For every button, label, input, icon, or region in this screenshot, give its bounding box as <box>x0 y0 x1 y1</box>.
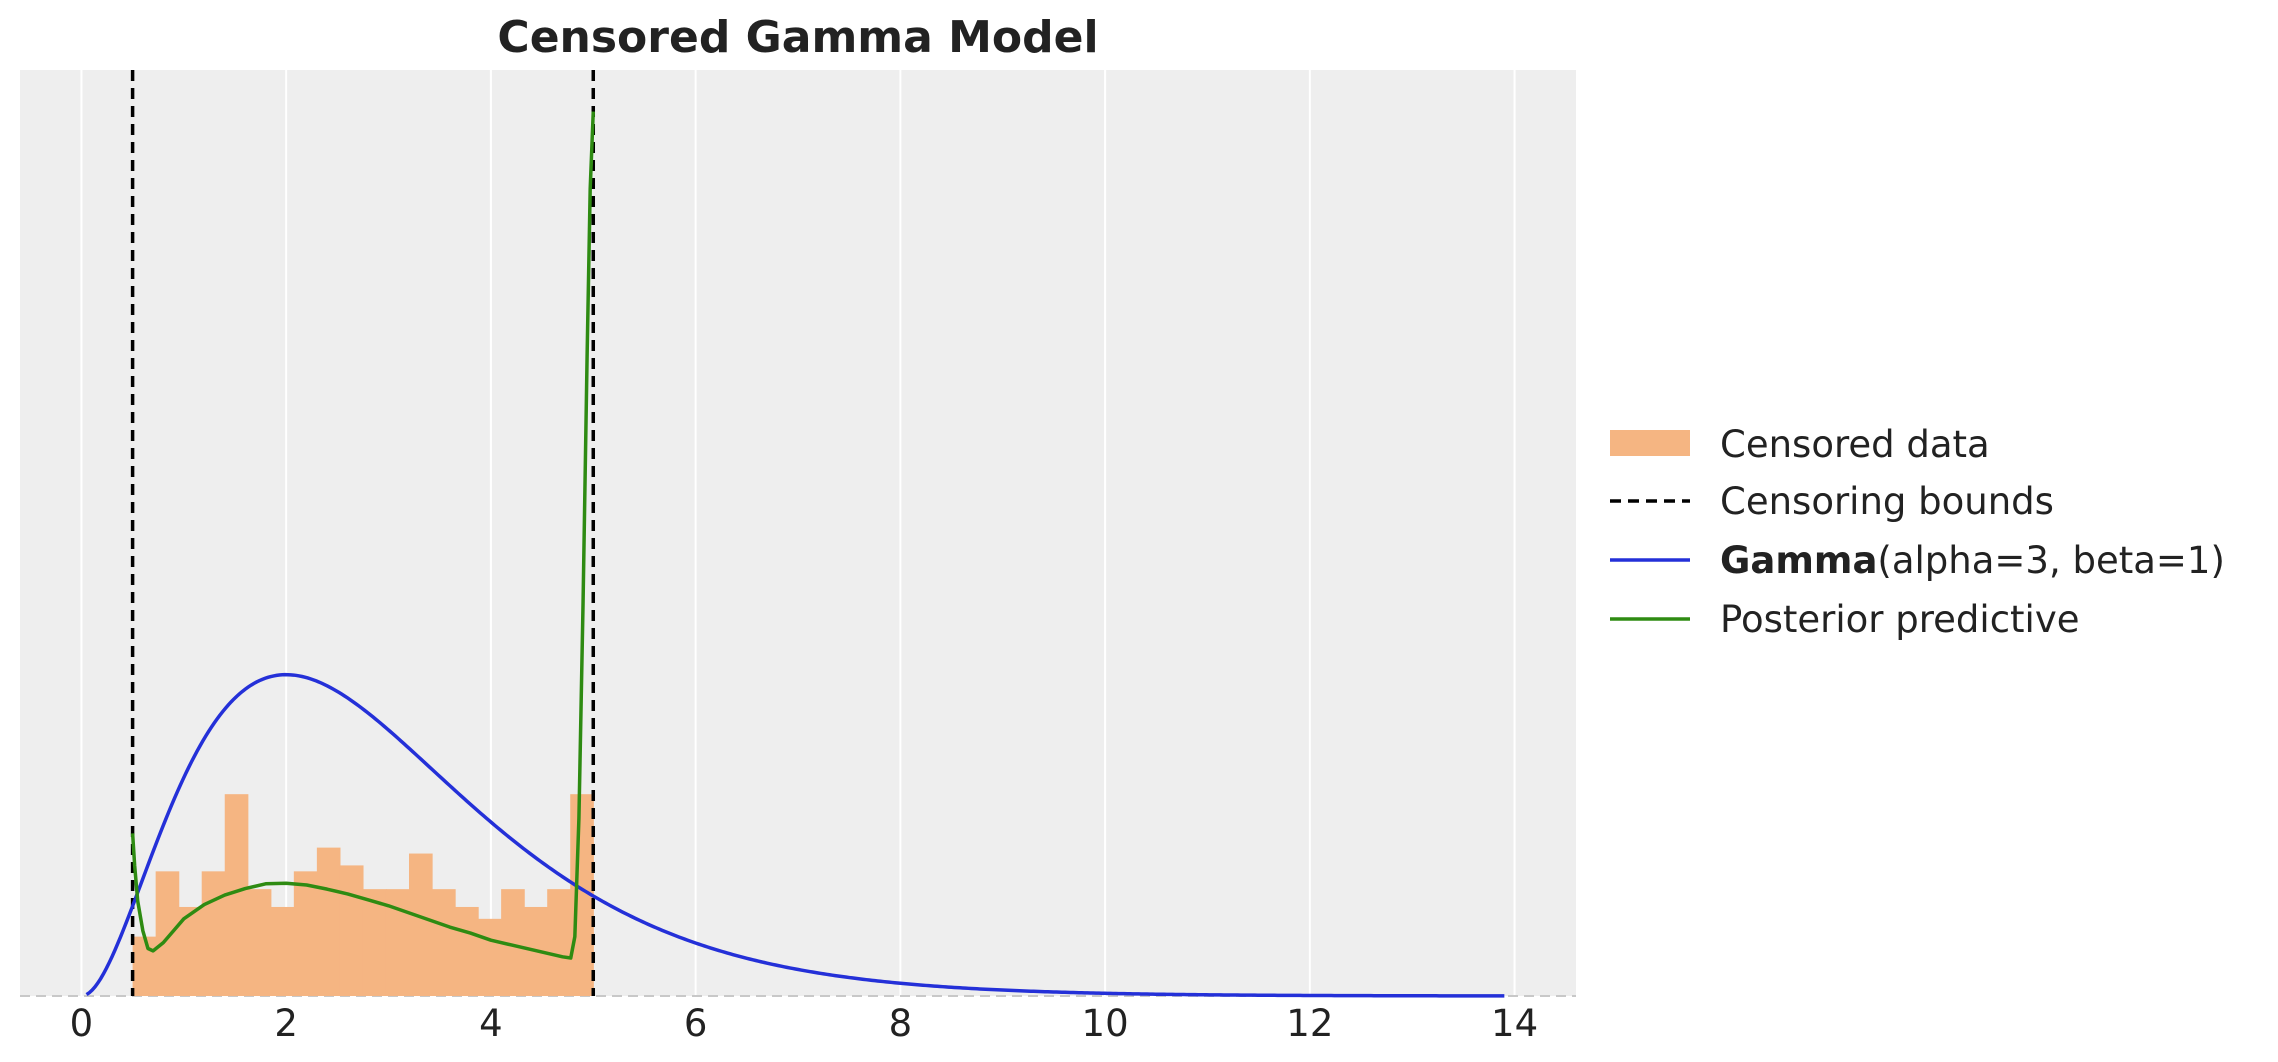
histogram-bar-13 <box>432 889 456 996</box>
x-tick-label-1: 2 <box>274 1002 298 1045</box>
histogram-bar-14 <box>455 906 479 996</box>
histogram-bar-11 <box>385 889 410 996</box>
x-tick-labels: 0 2 4 6 8 10 12 14 <box>70 1002 1538 1045</box>
histogram-bar-18 <box>547 889 571 996</box>
legend-label-gamma-rest: (alpha=3, beta=1) <box>1877 539 2224 582</box>
histogram-bar-0 <box>132 936 157 996</box>
legend-label-gamma: Gamma(alpha=3, beta=1) <box>1720 539 2225 582</box>
histogram-bar-7 <box>293 871 318 996</box>
histogram-bars <box>132 794 594 996</box>
plot-area <box>20 70 1576 996</box>
legend-item-censored: Censored data <box>1610 423 1990 466</box>
histogram-bar-2 <box>178 906 203 996</box>
histogram-bar-3 <box>201 871 226 996</box>
chart-title: Censored Gamma Model <box>497 12 1098 63</box>
histogram-bar-9 <box>339 865 364 996</box>
legend-label-censored: Censored data <box>1720 423 1990 466</box>
gamma-pdf-line <box>85 672 1505 998</box>
legend-label-posterior: Posterior predictive <box>1720 598 2080 641</box>
histogram-bar-8 <box>316 847 341 996</box>
x-tick-label-6: 12 <box>1286 1002 1333 1045</box>
posterior-predictive-line <box>130 111 596 960</box>
legend-item-gamma: Gamma(alpha=3, beta=1) <box>1610 539 2225 582</box>
histogram-bar-1 <box>155 871 180 996</box>
legend-swatch-censored <box>1610 430 1690 456</box>
legend-label-gamma-bold: Gamma <box>1720 539 1877 582</box>
histogram-bar-15 <box>478 918 502 996</box>
x-tick-label-3: 6 <box>684 1002 708 1045</box>
x-tick-label-4: 8 <box>889 1002 913 1045</box>
histogram-bar-12 <box>409 853 433 996</box>
x-tick-label-5: 10 <box>1082 1002 1129 1045</box>
histogram-bar-16 <box>501 889 525 996</box>
x-tick-label-2: 4 <box>479 1002 503 1045</box>
legend-label-bounds: Censoring bounds <box>1720 480 2054 523</box>
histogram-bar-5 <box>247 889 272 996</box>
x-tick-label-0: 0 <box>70 1002 94 1045</box>
legend: Censored data Censoring bounds Gamma(alp… <box>1610 423 2225 641</box>
histogram-bar-10 <box>362 889 387 996</box>
legend-item-posterior: Posterior predictive <box>1610 598 2080 641</box>
histogram-bar-6 <box>270 906 295 996</box>
x-tick-label-7: 14 <box>1491 1002 1538 1045</box>
legend-item-bounds: Censoring bounds <box>1610 480 2054 523</box>
histogram-bar-19 <box>570 794 594 996</box>
histogram-bar-4 <box>224 794 249 996</box>
series-lines <box>85 70 1505 998</box>
